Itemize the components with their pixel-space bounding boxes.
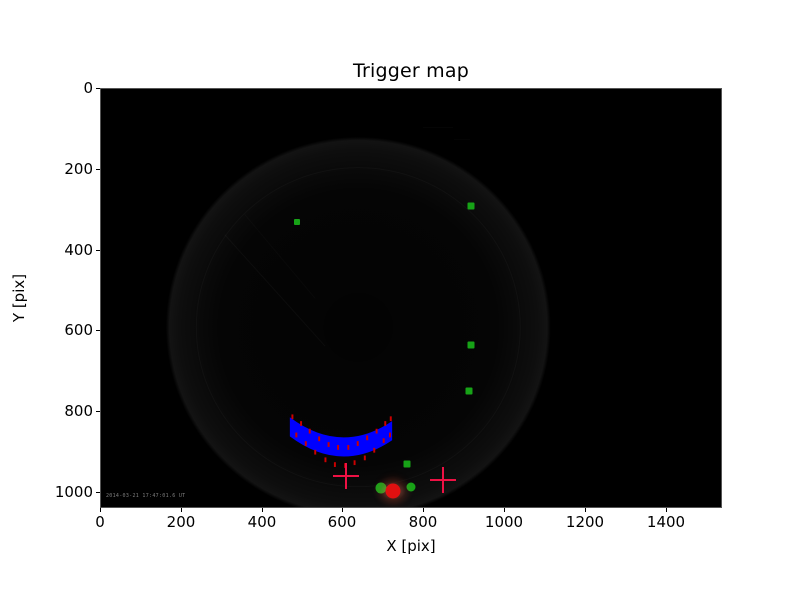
xtick-label: 200 xyxy=(166,513,196,531)
marker-cross[interactable] xyxy=(430,467,456,493)
xtick-mark xyxy=(181,508,182,512)
marker-cross[interactable] xyxy=(333,463,359,489)
plot-axes[interactable]: 2014-03-21 17:47:01.6 UT xyxy=(100,88,722,508)
marker-green[interactable] xyxy=(406,482,416,492)
xtick-label: 400 xyxy=(247,513,277,531)
xtick-mark xyxy=(423,508,424,512)
marker-green[interactable] xyxy=(403,460,411,468)
ytick-label: 0 xyxy=(83,79,93,97)
page-title: Trigger map xyxy=(353,60,469,82)
marker-green[interactable] xyxy=(467,202,475,210)
marker-green[interactable] xyxy=(375,482,387,494)
ytick-label: 800 xyxy=(64,402,93,420)
ytick-label: 1000 xyxy=(54,483,93,501)
xtick-label: 0 xyxy=(95,513,105,531)
streak-artifact xyxy=(454,139,470,140)
xtick-label: 600 xyxy=(327,513,357,531)
detector-scene: 2014-03-21 17:47:01.6 UT xyxy=(101,89,721,507)
marker-green[interactable] xyxy=(293,218,300,225)
ytick-mark xyxy=(96,169,100,170)
y-axis-label: Y [pix] xyxy=(10,273,28,323)
xtick-mark xyxy=(100,508,101,512)
xtick-mark xyxy=(585,508,586,512)
ytick-label: 600 xyxy=(64,321,93,339)
marker-source[interactable] xyxy=(385,483,401,499)
ytick-mark xyxy=(96,88,100,89)
xtick-label: 1200 xyxy=(565,513,605,531)
xtick-mark xyxy=(342,508,343,512)
overlay-timestamp: 2014-03-21 17:47:01.6 UT xyxy=(106,493,186,499)
ytick-label: 200 xyxy=(64,160,93,178)
xtick-mark xyxy=(504,508,505,512)
ytick-mark xyxy=(96,492,100,493)
xtick-mark xyxy=(262,508,263,512)
marker-green[interactable] xyxy=(465,387,473,395)
xtick-label: 800 xyxy=(408,513,438,531)
streak-artifact xyxy=(423,127,453,128)
ytick-label: 400 xyxy=(64,241,93,259)
xtick-label: 1000 xyxy=(484,513,524,531)
xtick-mark xyxy=(666,508,667,512)
ytick-mark xyxy=(96,330,100,331)
ytick-mark xyxy=(96,250,100,251)
ytick-mark xyxy=(96,411,100,412)
x-axis-label: X [pix] xyxy=(386,537,436,555)
xtick-label: 1400 xyxy=(646,513,686,531)
marker-green[interactable] xyxy=(467,341,475,349)
